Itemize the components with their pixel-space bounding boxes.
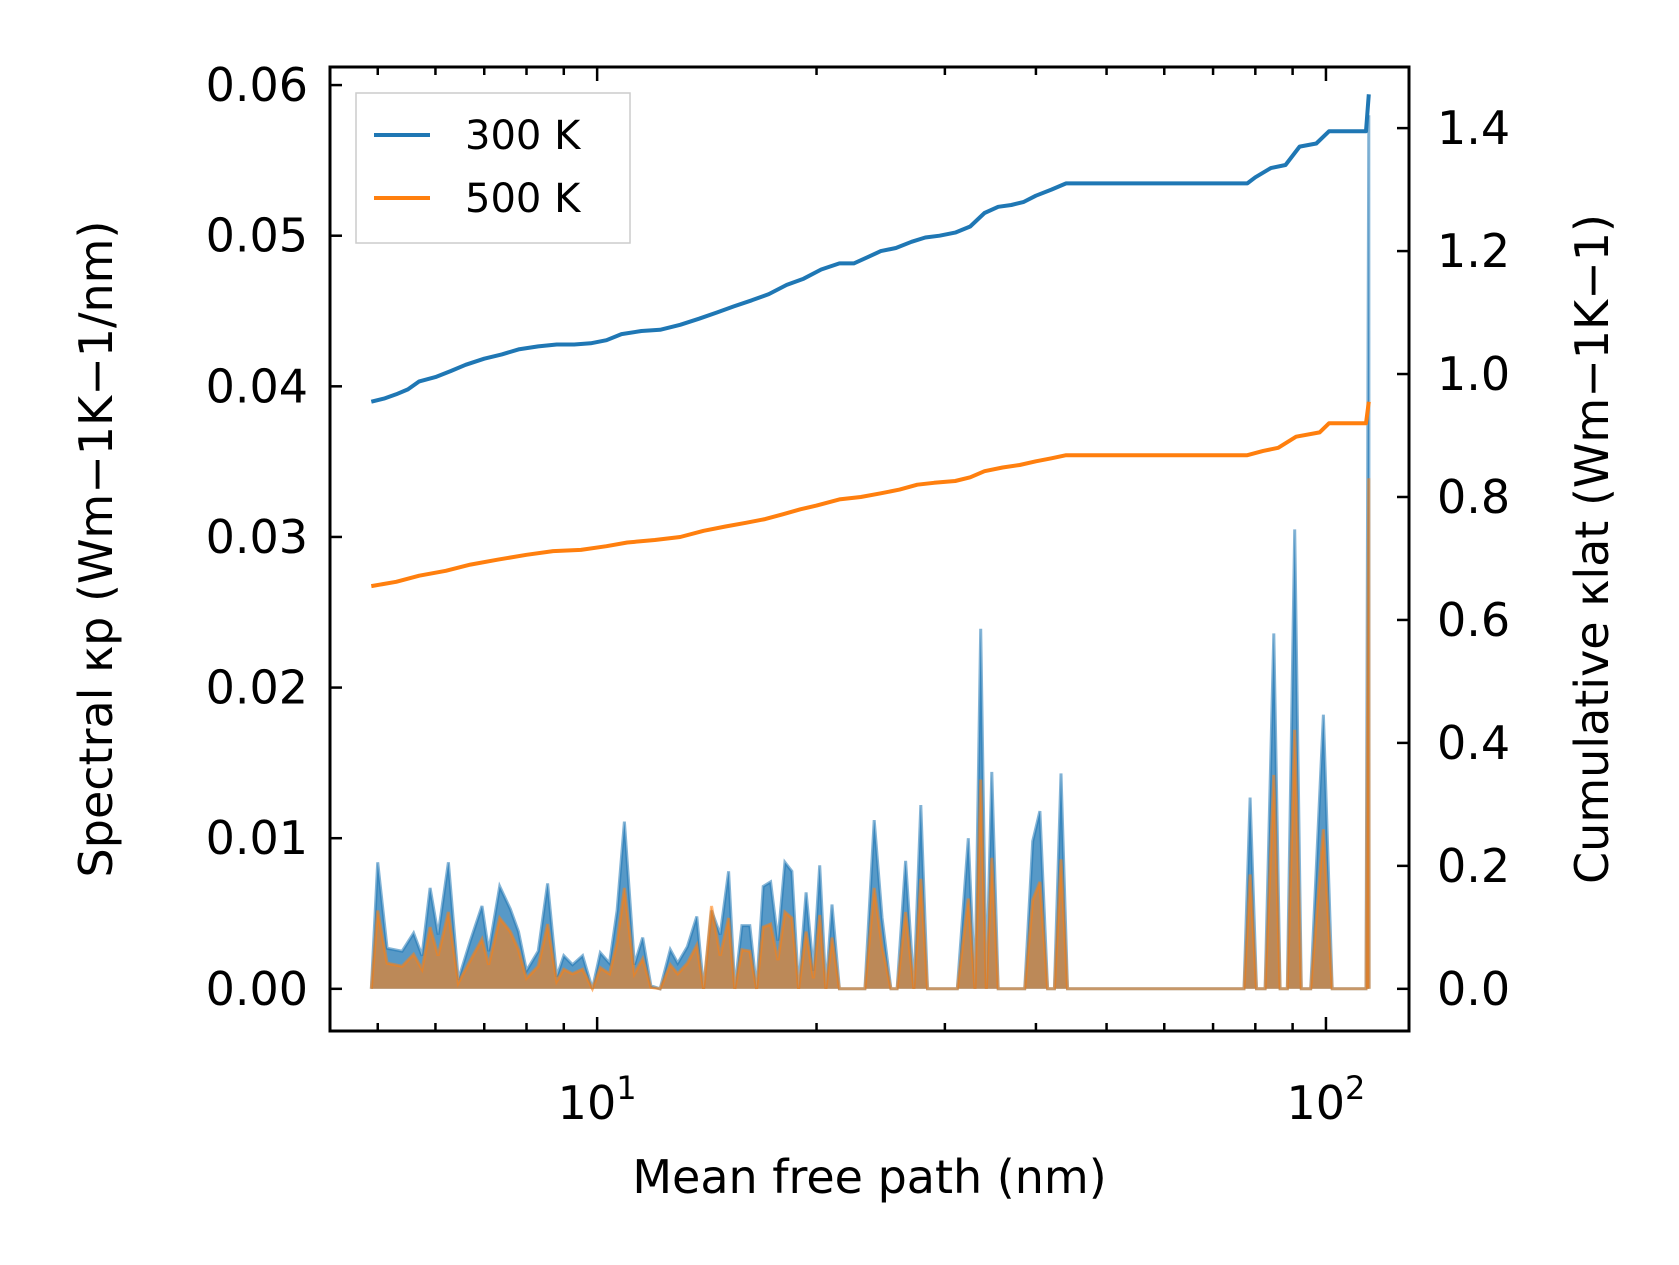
legend-box xyxy=(355,92,631,244)
x-axis-label: Mean free path (nm) xyxy=(632,1150,1106,1204)
series-lines xyxy=(370,94,1371,589)
y-right-tick-label: 0.0 xyxy=(1437,962,1510,1016)
y-left-tick-label: 0.00 xyxy=(206,962,308,1016)
y-left-tick-label: 0.03 xyxy=(206,510,308,564)
y-right-tick-label: 0.6 xyxy=(1437,593,1510,647)
legend: 300 K 500 K xyxy=(355,92,631,244)
spectral-edge-500k xyxy=(369,478,1371,993)
y-right-tick-label: 0.2 xyxy=(1437,839,1510,893)
plot-frame xyxy=(328,65,1411,1033)
y-right-tick-label: 1.2 xyxy=(1437,224,1510,278)
legend-label-300k: 300 K xyxy=(465,113,582,159)
y-axis-left-label: Spectral κp (Wm−1K−1/nm) xyxy=(69,221,123,878)
x-tick-label: 101 xyxy=(558,1069,637,1130)
x-tick-label: 102 xyxy=(1287,1069,1366,1130)
y-right-tick-label: 0.4 xyxy=(1437,716,1510,770)
axis-ticks xyxy=(330,67,1409,1031)
y-left-tick-label: 0.06 xyxy=(206,58,308,112)
cumulative-line-300k xyxy=(370,94,1371,404)
spectral-fill-500k xyxy=(371,478,1370,989)
y-left-tick-label: 0.05 xyxy=(206,209,308,263)
y-axis-right-label: Cumulative κlat (Wm−1K−1) xyxy=(1565,214,1619,884)
spectral-fills xyxy=(369,115,1371,993)
y-left-tick-label: 0.04 xyxy=(206,359,308,413)
tick-labels: 0.00 0.01 0.02 0.03 0.04 0.05 0.06 0.0 0.2 0.4 0.6… xyxy=(206,58,1511,1130)
y-right-tick-label: 1.4 xyxy=(1437,101,1510,155)
y-left-tick-label: 0.02 xyxy=(206,661,308,715)
y-right-tick-label: 0.8 xyxy=(1437,470,1510,524)
cumulative-line-500k xyxy=(370,401,1371,589)
y-left-tick-label: 0.01 xyxy=(206,811,308,865)
legend-label-500k: 500 K xyxy=(465,176,582,222)
y-right-tick-label: 1.0 xyxy=(1437,347,1510,401)
